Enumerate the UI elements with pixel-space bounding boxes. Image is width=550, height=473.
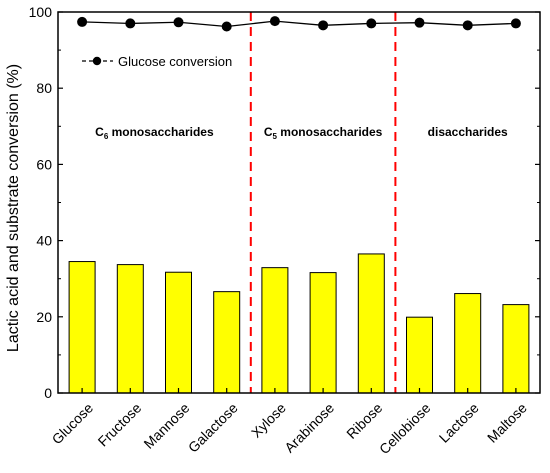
group-label-2: C5 monosaccharides	[264, 125, 383, 141]
bar-cellobiose	[406, 316, 433, 394]
conversion-point-lactose	[462, 20, 473, 31]
conversion-line-layer	[77, 16, 521, 32]
legend-marker	[92, 56, 102, 66]
bar-layer	[68, 253, 530, 394]
legend: Glucose conversion	[82, 54, 232, 69]
y-tick-label: 80	[36, 80, 52, 96]
bar-lactose	[454, 293, 482, 394]
bar-xylose	[261, 267, 289, 394]
conversion-point-galactose	[221, 21, 232, 32]
y-axis: 0 20 40 60 80 100	[29, 4, 540, 401]
conversion-point-arabinose	[318, 20, 329, 31]
y-tick-label: 40	[36, 233, 52, 249]
y-axis-title: Lactic acid and substrate conversion (%)	[5, 64, 22, 352]
conversion-point-glucose	[77, 16, 88, 27]
bar-ribose	[357, 253, 385, 394]
bar-fructose	[116, 264, 144, 394]
conversion-line	[82, 20, 516, 28]
y-tick-label: 20	[36, 309, 52, 325]
y-tick-label: 100	[29, 4, 53, 20]
conversion-point-ribose	[366, 18, 377, 29]
bar-maltose	[502, 304, 530, 394]
conversion-point-mannose	[173, 17, 184, 28]
conversion-point-fructose	[125, 18, 136, 29]
y-tick-label: 0	[44, 385, 52, 401]
legend-label: Glucose conversion	[118, 54, 232, 69]
group-label-layer: C6 monosaccharides C5 monosaccharides disa…	[95, 125, 508, 141]
bar-glucose	[68, 261, 96, 394]
group-divider-layer	[249, 12, 397, 393]
bar-arabinose	[309, 272, 337, 394]
conversion-point-cellobiose	[414, 17, 425, 28]
bar-galactose	[213, 291, 241, 394]
conversion-point-xylose	[269, 16, 280, 27]
bar-mannose	[165, 271, 192, 394]
group-label-1: C6 monosaccharides	[95, 125, 214, 141]
conversion-point-maltose	[510, 18, 521, 29]
group-label-3: disaccharides	[428, 125, 508, 139]
y-tick-label: 60	[36, 156, 52, 172]
